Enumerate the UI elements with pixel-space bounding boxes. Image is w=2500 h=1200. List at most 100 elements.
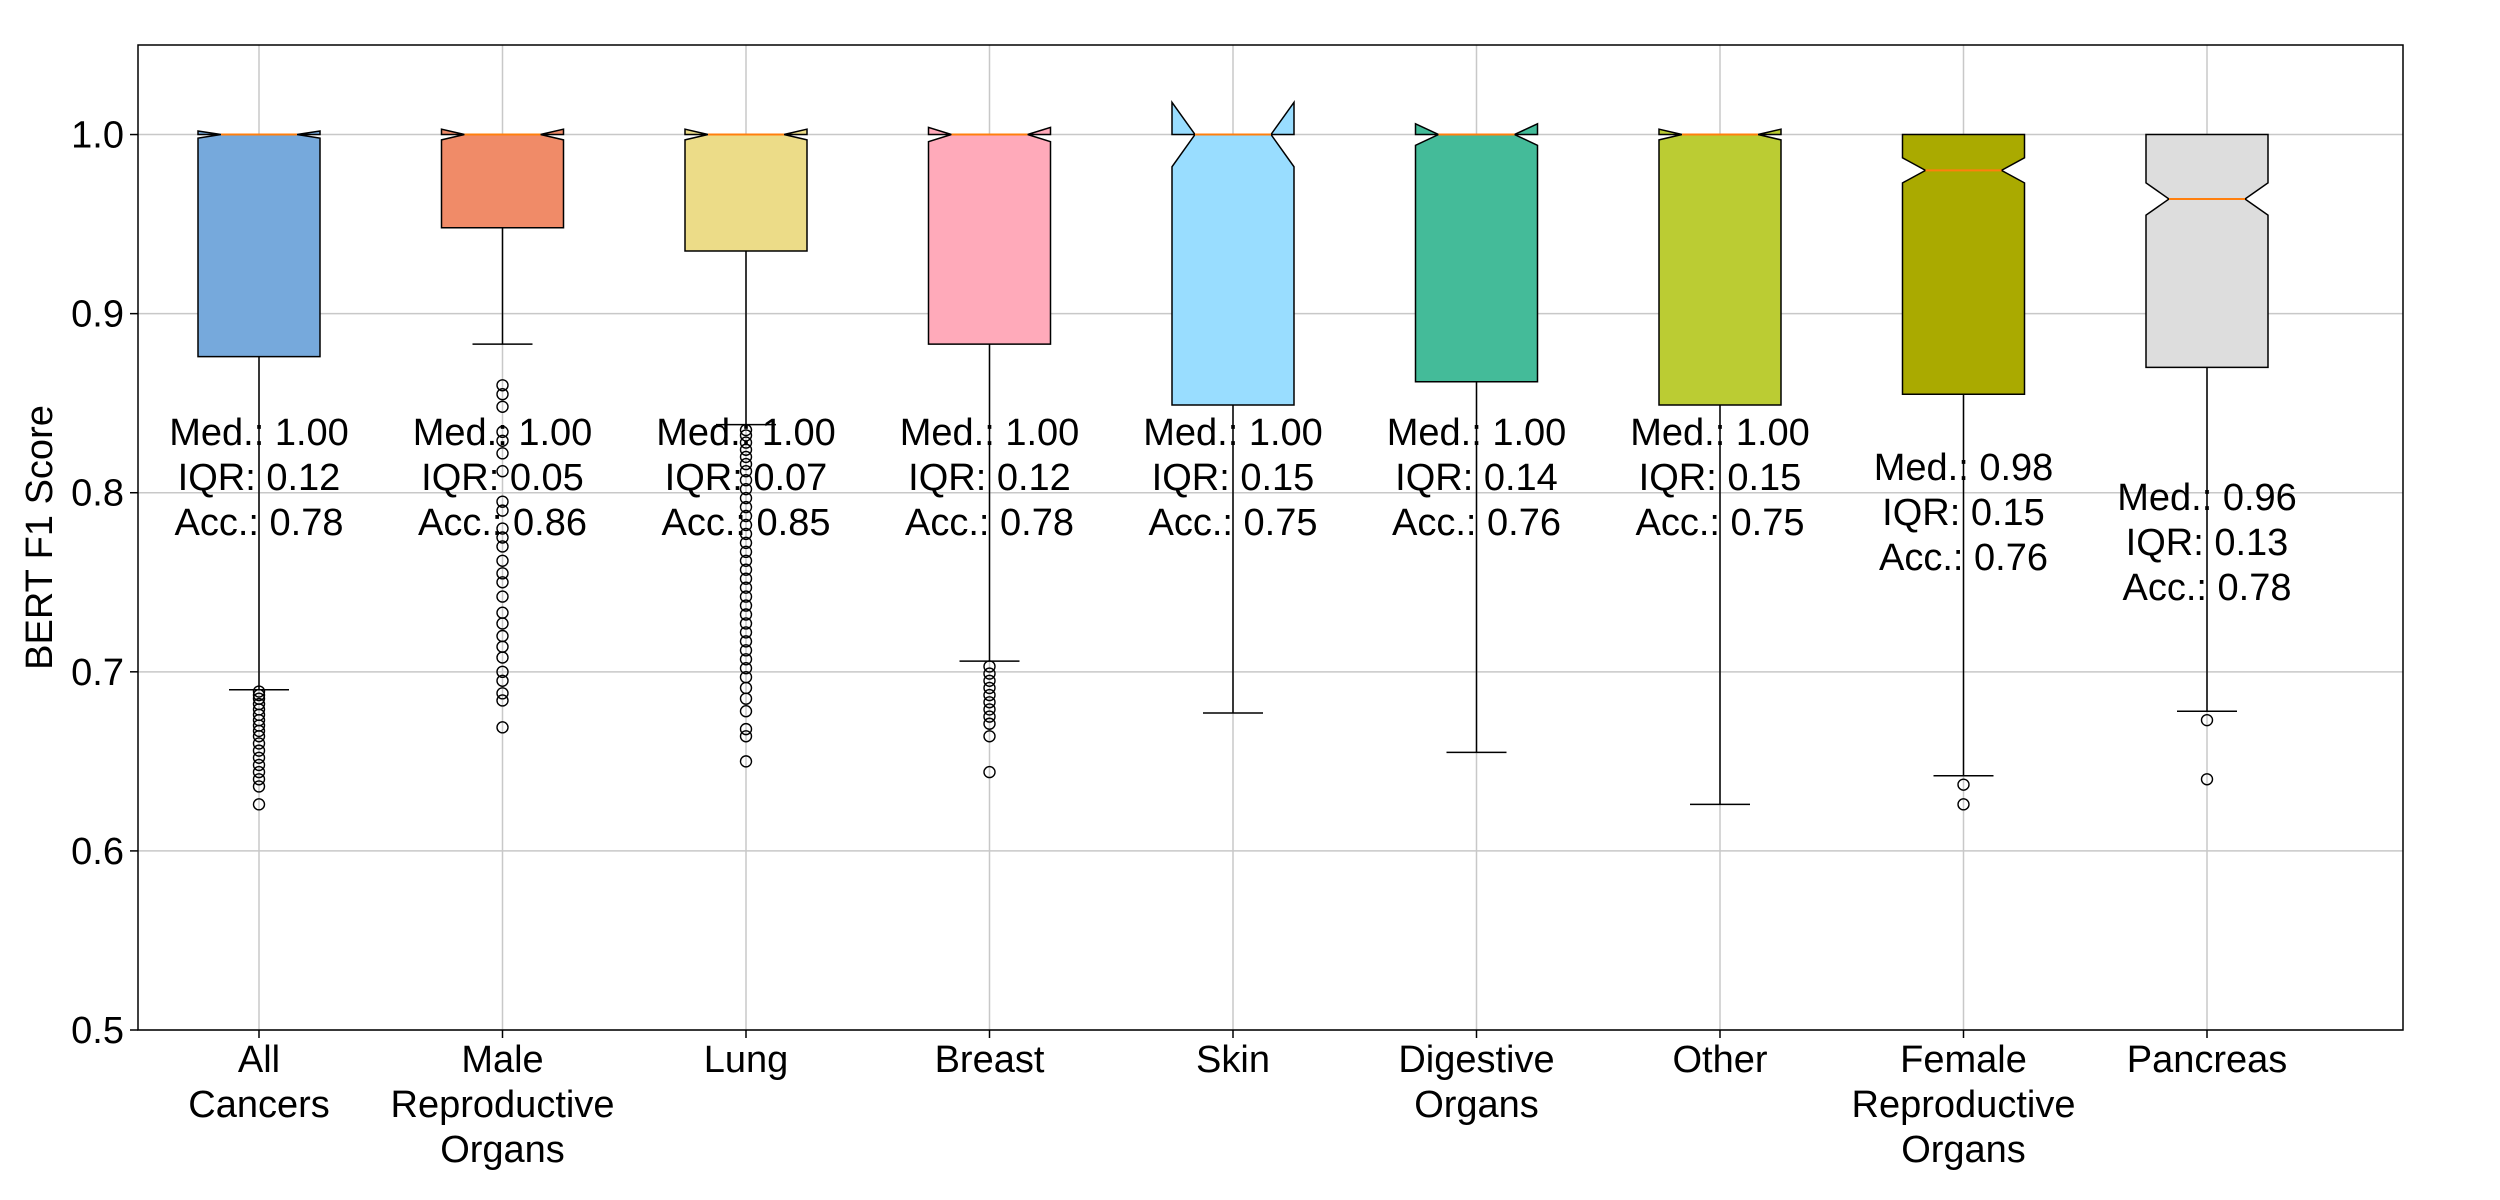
- outlier-point: [496, 504, 509, 517]
- x-tick-label: Lung: [704, 1039, 789, 1081]
- box-body: [440, 128, 565, 229]
- outlier-point: [1957, 798, 1970, 811]
- annotation-line: Med.: 1.00: [1143, 412, 1323, 454]
- annotation-line: Acc.: 0.78: [175, 502, 344, 544]
- box-annotation: Med.: 1.00 IQR: 0.15 Acc.: 0.75: [1630, 412, 1810, 544]
- outlier-point: [983, 717, 996, 730]
- outlier-point: [252, 765, 266, 779]
- y-tick-label: 0.5: [71, 1010, 124, 1052]
- outlier-point: [496, 388, 509, 401]
- annotation-line: IQR: 0.05: [421, 457, 584, 499]
- outlier-point: [496, 651, 509, 664]
- outlier-point: [496, 576, 509, 589]
- outlier-point: [252, 758, 266, 772]
- annotation-line: IQR: 0.12: [178, 457, 341, 499]
- outlier-point: [739, 518, 753, 532]
- outlier-point: [983, 688, 996, 702]
- box-group: [1901, 133, 2026, 811]
- outlier-point: [983, 660, 996, 673]
- annotation-line: Acc.: 0.86: [418, 502, 587, 544]
- outlier-point: [2200, 773, 2214, 786]
- annotation-line: Med.: 1.00: [1387, 412, 1567, 454]
- box-group: [1171, 99, 1295, 714]
- box-group: [1414, 122, 1539, 754]
- outlier-point: [496, 522, 509, 535]
- outlier-point: [739, 443, 753, 456]
- x-tick-label: Reproductive: [1852, 1084, 2076, 1126]
- annotation-line: IQR: 0.13: [2126, 522, 2289, 564]
- annotation-line: Acc.: 0.76: [1879, 537, 2048, 579]
- x-tick-label: Other: [1672, 1039, 1767, 1081]
- box-body: [1901, 133, 2026, 395]
- annotation-line: Acc.: 0.76: [1392, 502, 1561, 544]
- outlier-point: [983, 681, 996, 695]
- y-tick-label: 0.9: [71, 294, 124, 336]
- outlier-point: [496, 531, 509, 544]
- box-annotation: Med.: 1.00 IQR: 0.05 Acc.: 0.86: [413, 412, 593, 544]
- outlier-point: [739, 608, 753, 621]
- outlier-point: [739, 662, 753, 675]
- outlier-point: [983, 710, 996, 723]
- box-body: [1414, 122, 1539, 383]
- outlier-point: [2200, 713, 2214, 727]
- outlier-point: [739, 617, 753, 630]
- outlier-point: [739, 626, 753, 639]
- outlier-point: [983, 730, 996, 743]
- annotation-line: Acc.: 0.85: [662, 502, 831, 544]
- outlier-point: [252, 688, 266, 702]
- y-axis-ticks: 0.5 0.6 0.7 0.8 0.9 1.0: [71, 115, 138, 1052]
- box-group: [684, 128, 808, 768]
- outlier-point: [739, 423, 753, 437]
- outlier-point: [496, 694, 509, 707]
- outlier-point: [496, 617, 509, 630]
- annotation-line: Med.: 1.00: [413, 412, 593, 454]
- box-annotation: Med.: 1.00 IQR: 0.12 Acc.: 0.78: [169, 412, 349, 544]
- x-tick-label: Organs: [1901, 1129, 2026, 1171]
- outlier-point: [739, 755, 753, 768]
- box-annotation: Med.: 1.00 IQR: 0.14 Acc.: 0.76: [1387, 412, 1567, 544]
- x-tick-label: Pancreas: [2127, 1039, 2288, 1081]
- outlier-point: [739, 482, 753, 496]
- outlier-point: [739, 457, 753, 471]
- outlier-point: [739, 473, 753, 487]
- outlier-point: [496, 425, 509, 439]
- outlier-point: [739, 635, 753, 648]
- y-tick-label: 0.6: [71, 831, 124, 873]
- outlier-point: [496, 447, 509, 460]
- x-tick-label: Organs: [1414, 1084, 1539, 1126]
- outlier-point: [496, 554, 509, 567]
- outlier-point: [739, 554, 753, 567]
- outlier-point: [983, 674, 996, 687]
- outlier-point: [496, 495, 509, 508]
- annotation-line: Med.: 1.00: [656, 412, 836, 454]
- annotation-line: Acc.: 0.78: [2123, 567, 2292, 609]
- outlier-point: [496, 567, 509, 580]
- outlier-point: [252, 744, 266, 757]
- y-axis-label: BERT F1 Score: [19, 405, 61, 670]
- outlier-point: [739, 465, 753, 478]
- outlier-point: [496, 465, 509, 478]
- outlier-point: [496, 379, 509, 392]
- outlier-point: [496, 434, 509, 447]
- outlier-point: [739, 581, 753, 594]
- outlier-point: [496, 721, 509, 734]
- y-tick-label: 0.7: [71, 652, 124, 694]
- annotation-line: Med.: 0.98: [1874, 447, 2054, 489]
- outlier-point: [983, 703, 996, 716]
- outlier-point: [739, 653, 753, 666]
- annotation-line: Med.: 0.96: [2117, 477, 2297, 519]
- x-tick-label: Digestive: [1398, 1039, 1554, 1081]
- annotation-line: Acc.: 0.75: [1149, 502, 1318, 544]
- x-tick-label: Cancers: [188, 1084, 330, 1126]
- annotation-line: IQR: 0.14: [1395, 457, 1558, 499]
- outlier-point: [983, 765, 996, 779]
- x-tick-label: All: [238, 1039, 280, 1081]
- outlier-point: [739, 545, 753, 559]
- annotation-line: Med.: 1.00: [900, 412, 1080, 454]
- outlier-point: [739, 730, 753, 743]
- annotation-line: Acc.: 0.75: [1636, 502, 1805, 544]
- outlier-point: [739, 572, 753, 585]
- outlier-point: [739, 590, 753, 603]
- annotation-line: IQR: 0.07: [665, 457, 828, 499]
